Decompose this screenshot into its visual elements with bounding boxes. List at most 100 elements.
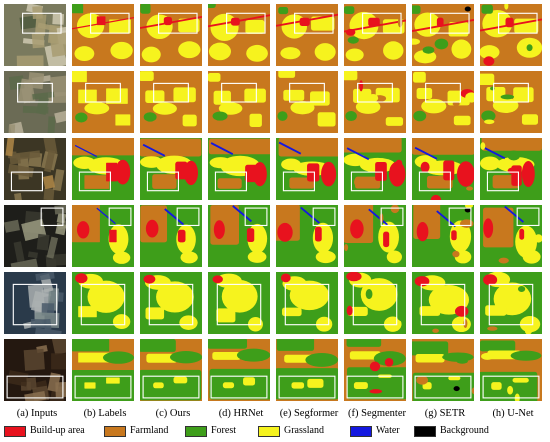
highlight-box xyxy=(6,375,64,399)
cell-r6-setr xyxy=(412,339,474,401)
input-image xyxy=(4,4,66,66)
cell-r4-unet xyxy=(480,205,542,267)
segmentation-map xyxy=(480,4,542,66)
cell-r5-segformer xyxy=(276,272,338,334)
legend-swatch-farmland xyxy=(104,426,126,437)
highlight-box xyxy=(17,82,53,103)
highlight-box xyxy=(210,375,268,399)
highlight-box xyxy=(142,375,200,399)
segmentation-map xyxy=(276,71,338,133)
highlight-box xyxy=(146,171,179,192)
highlight-box xyxy=(80,283,126,326)
segmentation-map xyxy=(208,339,270,401)
highlight-box xyxy=(158,12,198,34)
cell-r6-hrnet xyxy=(208,339,270,401)
legend-swatch-water xyxy=(350,426,372,437)
segmentation-map xyxy=(276,138,338,200)
cell-r5-inputs xyxy=(4,272,66,334)
cell-r2-inputs xyxy=(4,71,66,133)
cell-r3-inputs xyxy=(4,138,66,200)
segmentation-map xyxy=(412,4,474,66)
legend-label-farmland: Farmland xyxy=(130,425,169,436)
highlight-box xyxy=(216,283,262,326)
segmentation-map xyxy=(412,339,474,401)
segmentation-map xyxy=(480,272,542,334)
cell-r1-inputs xyxy=(4,4,66,66)
cell-r2-labels xyxy=(72,71,134,133)
column-label-inputs: (a) Inputs xyxy=(16,408,58,419)
cell-r1-setr xyxy=(412,4,474,66)
cell-r2-segformer xyxy=(276,71,338,133)
column-label-ours: (c) Ours xyxy=(155,408,191,419)
highlight-box xyxy=(278,375,336,399)
segmentation-map xyxy=(480,339,542,401)
highlight-box xyxy=(362,12,402,34)
segmentation-map xyxy=(72,138,134,200)
cell-r4-ours xyxy=(140,205,202,267)
highlight-box xyxy=(221,82,257,103)
highlight-box xyxy=(493,82,529,103)
segmentation-map xyxy=(208,205,270,267)
highlight-box xyxy=(108,207,132,227)
input-image xyxy=(4,205,66,267)
column-label-unet: (h) U-Net xyxy=(492,408,534,419)
cell-r1-segmenter xyxy=(344,4,406,66)
segmentation-map xyxy=(208,138,270,200)
segmentation-map xyxy=(344,272,406,334)
highlight-box xyxy=(352,283,398,326)
column-label-labels: (b) Labels xyxy=(83,408,127,419)
segmentation-map xyxy=(140,138,202,200)
segmentation-map xyxy=(208,272,270,334)
segmentation-map xyxy=(72,205,134,267)
cell-r6-inputs xyxy=(4,339,66,401)
highlight-box xyxy=(22,12,62,34)
column-labels: (a) Inputs (b) Labels (c) Ours (d) HRNet… xyxy=(4,408,548,422)
cell-r3-segformer xyxy=(276,138,338,200)
highlight-box xyxy=(226,12,266,34)
highlight-box xyxy=(294,12,334,34)
legend-label-water: Water xyxy=(376,425,400,436)
segmentation-map xyxy=(412,138,474,200)
segmentation-map xyxy=(480,71,542,133)
highlight-box xyxy=(40,207,64,227)
segmentation-map xyxy=(480,138,542,200)
highlight-box xyxy=(90,12,130,34)
cell-r1-unet xyxy=(480,4,542,66)
cell-r5-ours xyxy=(140,272,202,334)
legend-swatch-grassland xyxy=(258,426,280,437)
segmentation-map xyxy=(72,339,134,401)
highlight-box xyxy=(10,171,43,192)
segmentation-map xyxy=(480,205,542,267)
cell-r3-setr xyxy=(412,138,474,200)
cell-r2-unet xyxy=(480,71,542,133)
class-legend: Build-up area Farmland Forest Grassland … xyxy=(4,425,548,439)
highlight-box xyxy=(289,82,325,103)
segmentation-map xyxy=(412,205,474,267)
cell-r1-ours xyxy=(140,4,202,66)
segmentation-map xyxy=(140,272,202,334)
highlight-box xyxy=(12,283,58,326)
segmentation-map xyxy=(276,205,338,267)
cell-r5-setr xyxy=(412,272,474,334)
highlight-box xyxy=(282,171,315,192)
column-label-setr: (g) SETR xyxy=(424,408,466,419)
highlight-box xyxy=(420,283,466,326)
legend-label-grassland: Grassland xyxy=(284,425,324,436)
highlight-box xyxy=(74,375,132,399)
input-image xyxy=(4,339,66,401)
cell-r5-labels xyxy=(72,272,134,334)
cell-r4-hrnet xyxy=(208,205,270,267)
cell-r1-segformer xyxy=(276,4,338,66)
segmentation-map xyxy=(344,71,406,133)
highlight-box xyxy=(78,171,111,192)
highlight-box xyxy=(357,82,393,103)
legend-label-forest: Forest xyxy=(211,425,236,436)
highlight-box xyxy=(380,207,404,227)
segmentation-map xyxy=(140,71,202,133)
cell-r5-hrnet xyxy=(208,272,270,334)
highlight-box xyxy=(85,82,121,103)
segmentation-map xyxy=(344,138,406,200)
segmentation-map xyxy=(208,71,270,133)
segmentation-map xyxy=(412,71,474,133)
highlight-box xyxy=(498,12,538,34)
